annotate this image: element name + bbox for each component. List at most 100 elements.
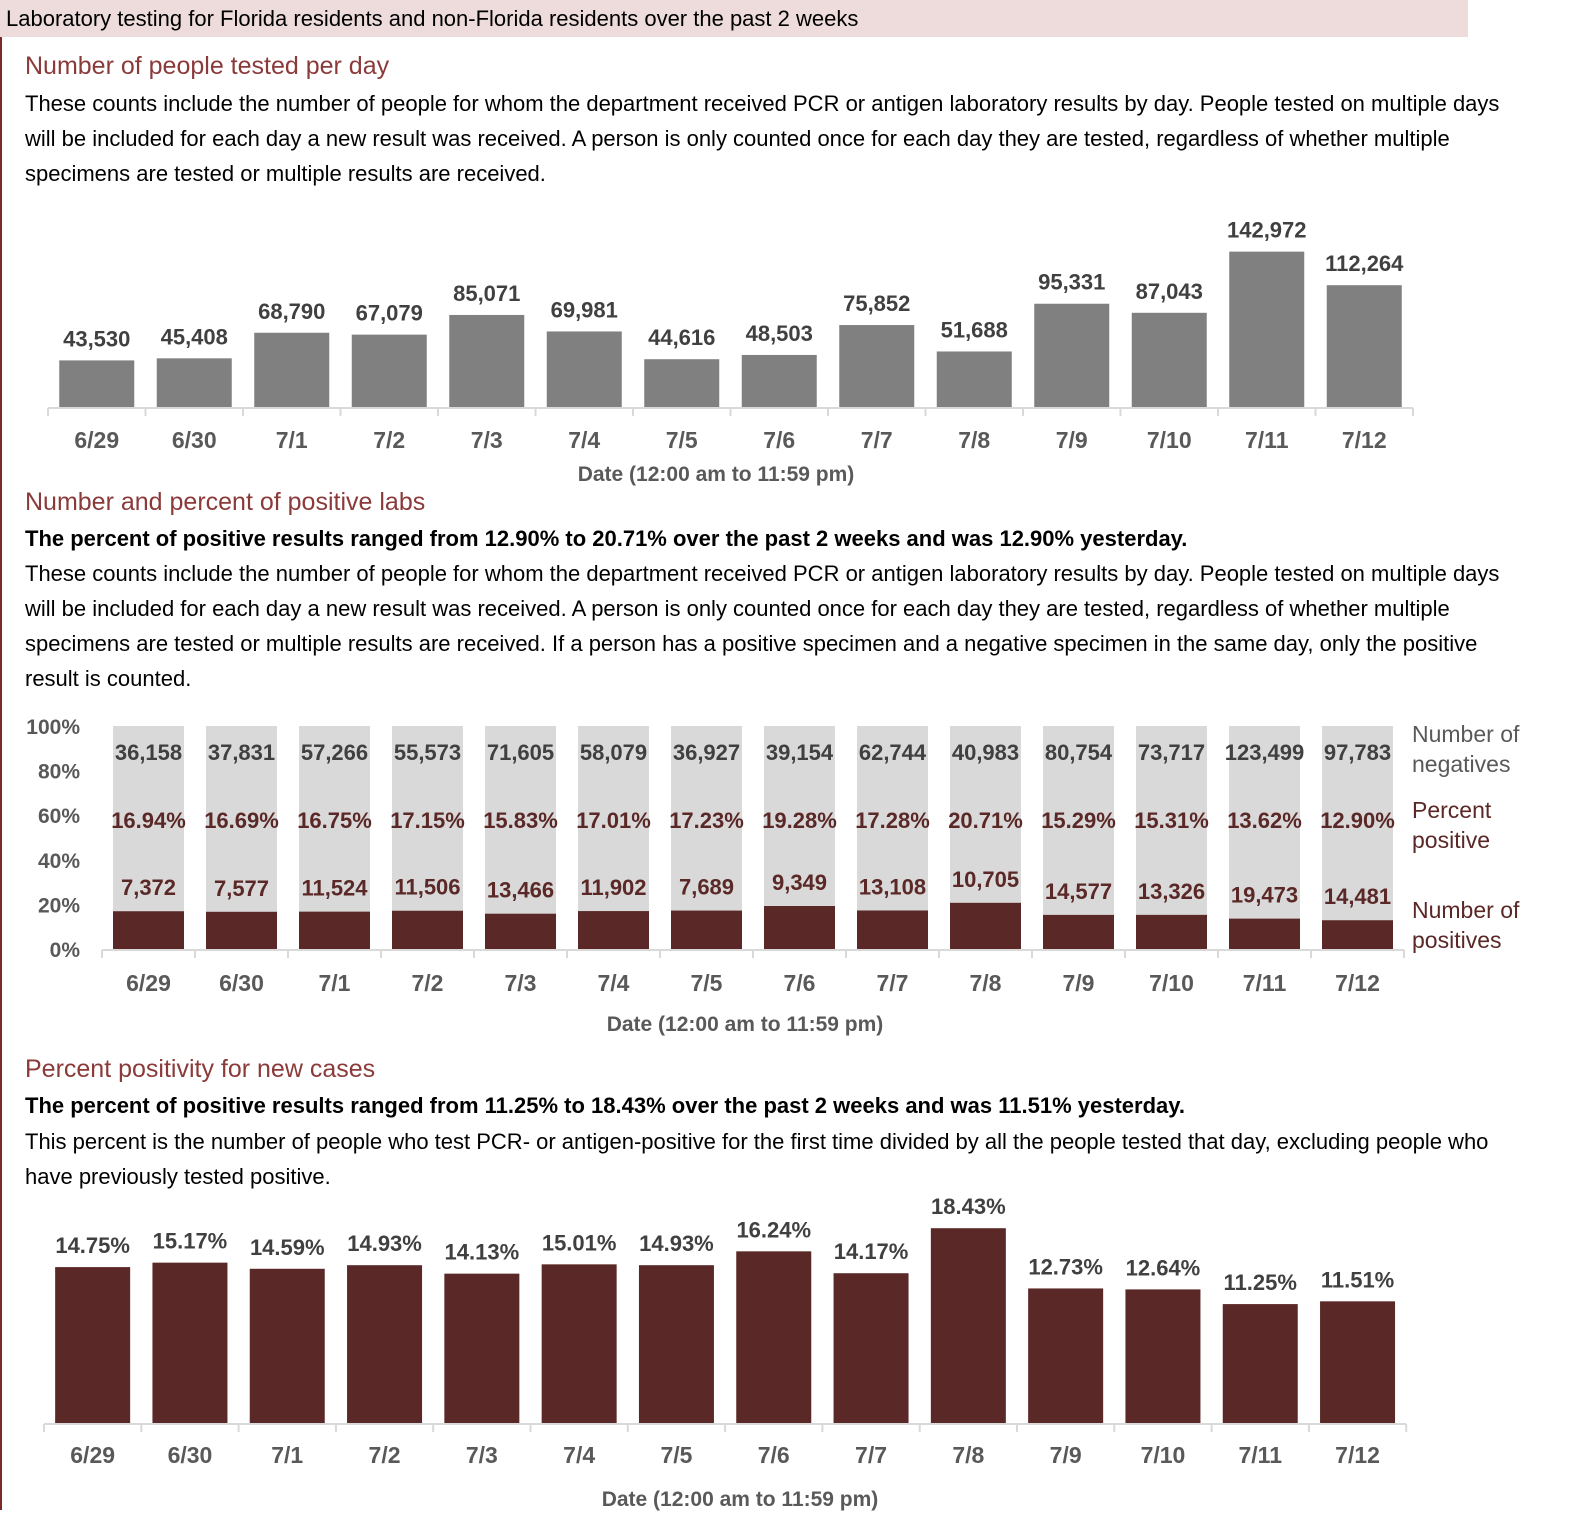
tested-bar [1131,312,1207,408]
legend-percent-positive-line1: Percent [1412,797,1492,823]
tested-value-label: 69,981 [551,297,618,322]
positives-value-label: 13,326 [1138,879,1205,904]
newcase-bar [1028,1288,1104,1423]
legend-negatives-line1: Number of [1412,721,1520,747]
positives-value-label: 14,577 [1045,879,1112,904]
legend-positives-line2: positives [1412,927,1501,953]
positive-x-tick-label: 7/10 [1149,970,1194,996]
positives-value-label: 14,481 [1324,884,1391,909]
tested-bar [1326,285,1402,408]
tested-x-tick-label: 7/9 [1056,427,1088,453]
tested-bar [351,334,427,408]
tested-x-tick-label: 7/7 [861,427,893,453]
negatives-bar [1043,726,1114,949]
positives-bar [206,911,277,949]
newcase-value-label: 11.25% [1224,1270,1297,1295]
positives-bar [1043,914,1114,949]
positives-bar [485,913,556,949]
positive-section-title: Number and percent of positive labs [25,488,426,516]
negatives-value-label: 55,573 [394,740,461,765]
positive-x-tick-label: 7/3 [505,970,537,996]
negatives-value-label: 71,605 [487,740,554,765]
positive-x-tick-label: 7/5 [691,970,723,996]
newcase-value-label: 15.01% [542,1230,617,1255]
new-case-positivity-chart: 14.75% 15.17% 14.59% 14.93% 14.13% 15.01% 14.9… [43,1194,1408,1511]
positive-x-axis-title: Date (12:00 am to 11:59 pm) [607,1013,884,1036]
tested-value-label: 85,071 [453,281,520,306]
newcase-bar [638,1265,714,1423]
left-rule [0,37,2,1510]
newcase-x-tick-label: 7/9 [1050,1442,1082,1468]
positive-y-tick-label: 100% [26,716,80,739]
newcase-value-label: 11.51% [1321,1267,1394,1292]
newcase-x-tick-label: 7/5 [660,1442,692,1468]
tested-value-label: 95,331 [1038,270,1105,295]
positive-x-tick-label: 7/4 [598,970,630,996]
newcase-bar [1125,1289,1201,1423]
newcase-x-tick-label: 7/8 [952,1442,984,1468]
newcase-bar [249,1268,325,1423]
newcases-section-description: This percent is the number of people who… [25,1129,1489,1189]
tested-value-label: 44,616 [648,325,715,350]
negatives-value-label: 40,983 [952,740,1019,765]
positives-value-label: 19,473 [1231,883,1298,908]
positive-x-tick-label: 7/12 [1335,970,1380,996]
positive-section-summary: The percent of positive results ranged f… [25,526,1188,551]
positive-y-tick-label: 60% [38,805,80,828]
positives-value-label: 7,372 [121,875,176,900]
newcase-x-tick-label: 7/4 [563,1442,595,1468]
newcase-value-label: 16.24% [736,1217,811,1242]
negatives-value-label: 62,744 [859,740,927,765]
tested-bar [1229,251,1305,408]
percent-positive-label: 17.15% [390,808,465,833]
tested-bar [156,358,232,408]
newcases-section-title: Percent positivity for new cases [25,1055,376,1083]
newcase-x-tick-label: 7/12 [1335,1442,1380,1468]
negatives-bar [1136,726,1207,949]
negatives-value-label: 39,154 [766,740,834,765]
newcase-bar [1222,1304,1298,1423]
tested-section-description: These counts include the number of peopl… [25,91,1500,186]
tested-x-tick-label: 7/2 [373,427,405,453]
newcase-x-tick-label: 6/30 [168,1442,213,1468]
tested-x-tick-label: 6/30 [172,427,217,453]
tested-x-tick-label: 7/4 [568,427,600,453]
tested-value-label: 43,530 [63,326,130,351]
tested-x-tick-label: 7/6 [763,427,795,453]
tested-bar [546,331,622,408]
newcase-x-tick-label: 7/3 [466,1442,498,1468]
newcase-bar [736,1251,812,1423]
positive-y-tick-label: 0% [50,939,81,962]
tested-value-label: 48,503 [746,321,813,346]
positives-value-label: 11,902 [580,875,646,900]
tested-x-tick-label: 7/10 [1147,427,1192,453]
newcase-x-tick-label: 7/6 [758,1442,790,1468]
positives-value-label: 7,689 [679,875,734,900]
negatives-value-label: 36,158 [115,740,182,765]
percent-positive-label: 15.31% [1134,808,1209,833]
negatives-value-label: 37,831 [208,740,275,765]
newcase-value-label: 12.73% [1028,1254,1103,1279]
percent-positive-label: 16.69% [204,808,279,833]
positive-x-tick-label: 7/2 [412,970,444,996]
percent-positive-label: 13.62% [1227,808,1302,833]
tested-value-label: 68,790 [258,299,325,324]
positives-value-label: 11,506 [394,875,460,900]
tested-x-tick-label: 7/5 [666,427,698,453]
newcase-bar [930,1228,1006,1423]
tested-value-label: 112,264 [1325,251,1404,276]
negatives-value-label: 73,717 [1138,740,1205,765]
tested-x-axis-title: Date (12:00 am to 11:59 pm) [578,463,855,486]
negatives-value-label: 36,927 [673,740,740,765]
page-banner: Laboratory testing for Florida residents… [0,0,1468,37]
positive-y-tick-label: 80% [38,761,80,784]
tested-section-title: Number of people tested per day [25,52,390,80]
newcase-value-label: 14.93% [347,1231,422,1256]
tested-x-tick-label: 7/11 [1245,427,1289,453]
positive-x-tick-label: 7/1 [319,970,351,996]
tested-value-label: 67,079 [356,301,423,326]
negatives-value-label: 57,266 [301,740,368,765]
negatives-bar [1322,726,1393,949]
tested-per-day-chart: 43,530 45,408 68,790 67,079 85,071 69,981 44,6… [47,218,1414,486]
percent-positive-label: 17.23% [669,808,744,833]
